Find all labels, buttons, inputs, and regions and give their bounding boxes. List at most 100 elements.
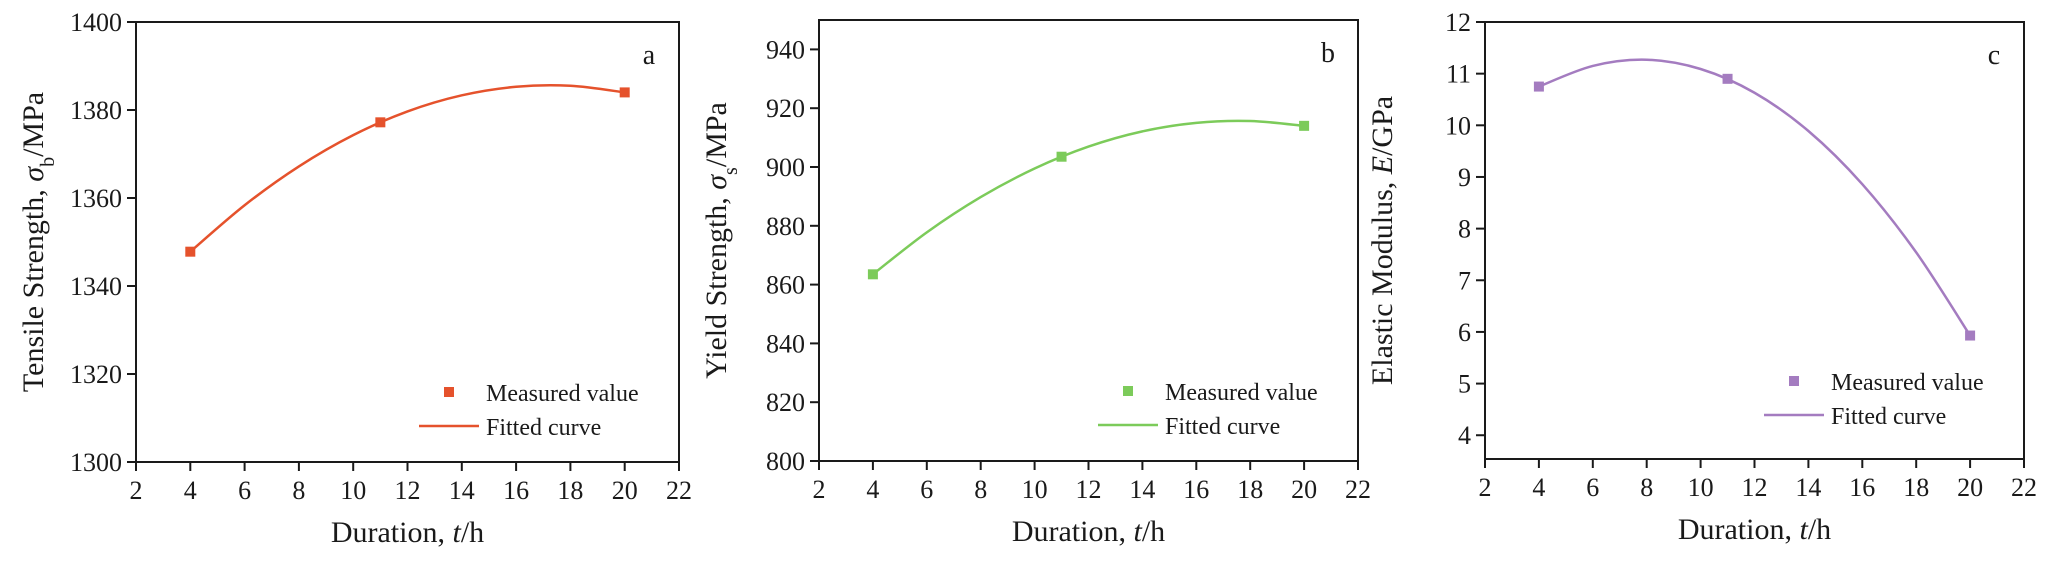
x-tick-label: 12 [1742,473,1768,502]
x-axis-label: Duration, t/h [1678,513,1831,546]
label-part: s [720,167,742,175]
x-tick-label: 2 [813,475,826,504]
legend-label: Fitted curve [1165,414,1280,440]
legend-marker [1789,376,1799,386]
x-tick-label: 6 [920,475,933,504]
label-part: t [1133,515,1142,548]
y-tick-label: 860 [766,271,805,300]
x-tick-label: 8 [1640,473,1653,502]
x-tick-label: 20 [612,476,638,505]
x-axis-label: Duration, t/h [1012,515,1165,548]
x-tick-label: 2 [130,476,143,505]
legend-label: Measured value [1831,370,1984,396]
legend-label: Measured value [486,381,639,407]
x-tick-label: 4 [866,475,879,504]
x-tick-label: 12 [395,476,421,505]
y-tick-label: 8 [1458,215,1471,244]
y-axis-label: Yield Strength, σs/MPa [700,102,742,379]
y-tick-label: 12 [1445,8,1471,37]
label-part: Tensile Strength, [17,182,50,392]
label-part: t [452,516,461,549]
y-tick-label: 1400 [70,8,122,37]
label-part: b [37,157,59,167]
legend-marker [1123,386,1133,396]
x-tick-label: 10 [1022,475,1048,504]
y-tick-label: 840 [766,329,805,358]
x-tick-label: 8 [974,475,987,504]
label-part: Yield Strength, [700,190,733,379]
y-axis-label: Elastic Modulus, E/GPa [1366,96,1399,385]
x-tick-label: 18 [1237,475,1263,504]
label-part: Duration, [1678,513,1800,546]
x-tick-label: 18 [557,476,583,505]
fitted-curve [1538,58,1972,337]
legend-label: Fitted curve [486,415,601,441]
y-tick-label: 11 [1446,60,1471,89]
y-tick-label: 10 [1445,111,1471,140]
label-part: t [1799,513,1808,546]
x-tick-label: 2 [1479,473,1492,502]
y-tick-label: 820 [766,388,805,417]
label-part: /h [461,516,484,549]
x-tick-label: 22 [1345,475,1371,504]
y-tick-label: 1320 [70,360,122,389]
y-tick-label: 6 [1458,318,1471,347]
label-part: σ [700,174,733,190]
fitted-curve [872,119,1305,276]
x-tick-label: 16 [1849,473,1875,502]
label-part: /MPa [700,102,733,167]
y-tick-label: 7 [1458,266,1471,295]
x-axis-label: Duration, t/h [331,516,484,549]
y-tick-label: 880 [766,212,805,241]
y-tick-label: 1340 [70,272,122,301]
y-tick-label: 1300 [70,448,122,477]
legend-label: Measured value [1165,380,1318,406]
label-part: /h [1808,513,1831,546]
x-tick-label: 18 [1903,473,1929,502]
y-tick-label: 940 [766,35,805,64]
y-tick-label: 920 [766,94,805,123]
y-tick-label: 800 [766,447,805,476]
x-tick-label: 4 [1532,473,1545,502]
label-part: Elastic Modulus, [1366,174,1399,385]
y-tick-label: 5 [1458,370,1471,399]
x-tick-label: 6 [1586,473,1599,502]
label-part: E [1366,156,1399,175]
x-tick-label: 14 [1129,475,1155,504]
legend-marker [444,387,454,397]
x-tick-label: 16 [503,476,529,505]
panel-label: c [1988,40,2000,71]
chart-panel: 2 4 6 8 10 12 14 16 18 20 22 800 820 840 860 880 900 920 9… [700,19,1371,548]
label-part: /h [1142,515,1165,548]
y-tick-label: 4 [1458,421,1471,450]
x-tick-label: 12 [1076,475,1102,504]
x-tick-label: 10 [340,476,366,505]
x-tick-label: 20 [1291,475,1317,504]
chart-panel: 2 4 6 8 10 12 14 16 18 20 22456789101112Duration, … [1366,8,2037,546]
panel-label: a [643,40,656,71]
label-part: /MPa [17,92,50,157]
label-part: /GPa [1366,96,1399,156]
fitted-curve [189,84,625,253]
label-part: Duration, [1012,515,1134,548]
chart-panel: 2 4 6 8 10 12 14 16 18 20 22 1300 1320 1340 1360 1380 14… [17,8,692,549]
y-tick-label: 1360 [70,184,122,213]
x-tick-label: 14 [1795,473,1821,502]
x-tick-label: 4 [184,476,197,505]
label-part: Duration, [331,516,453,549]
x-tick-label: 22 [666,476,692,505]
legend-label: Fitted curve [1831,404,1946,430]
x-tick-label: 8 [292,476,305,505]
x-tick-label: 22 [2011,473,2037,502]
y-tick-label: 1380 [70,96,122,125]
x-tick-label: 16 [1183,475,1209,504]
x-tick-label: 6 [238,476,251,505]
x-tick-label: 10 [1688,473,1714,502]
label-part: σ [17,166,50,182]
x-tick-label: 14 [449,476,475,505]
x-tick-label: 20 [1957,473,1983,502]
panel-label: b [1321,38,1335,69]
y-axis-label: Tensile Strength, σb/MPa [17,92,59,392]
y-tick-label: 900 [766,153,805,182]
